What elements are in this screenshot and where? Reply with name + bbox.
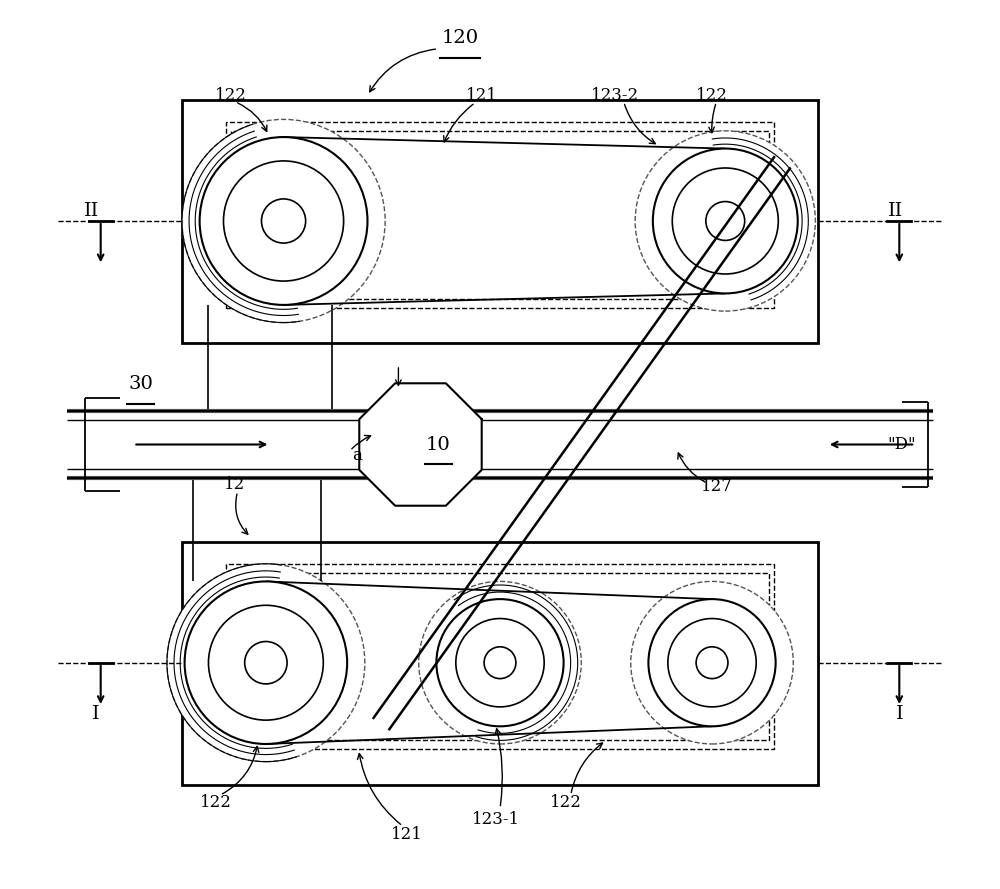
Circle shape: [185, 581, 347, 744]
Text: "D": "D": [888, 436, 916, 453]
Circle shape: [706, 202, 745, 240]
Circle shape: [419, 581, 581, 744]
Bar: [182, 100, 818, 343]
Text: 122: 122: [200, 794, 231, 811]
Bar: [226, 564, 774, 749]
Circle shape: [484, 647, 516, 678]
Circle shape: [223, 161, 344, 281]
Circle shape: [182, 119, 385, 323]
Circle shape: [696, 647, 728, 678]
Text: 123-1: 123-1: [472, 812, 520, 829]
Text: 120: 120: [442, 29, 479, 47]
Text: II: II: [84, 203, 99, 220]
Text: 10: 10: [426, 436, 451, 453]
Circle shape: [668, 619, 756, 707]
Bar: [231, 573, 769, 741]
Circle shape: [245, 642, 287, 684]
Circle shape: [167, 564, 365, 762]
Circle shape: [261, 199, 306, 243]
Circle shape: [436, 599, 564, 726]
Circle shape: [635, 131, 815, 311]
Text: 30: 30: [128, 375, 153, 394]
Bar: [182, 541, 818, 785]
Bar: [226, 122, 774, 308]
Circle shape: [208, 605, 323, 720]
Circle shape: [653, 148, 798, 293]
Text: 121: 121: [466, 87, 498, 104]
Bar: [231, 131, 769, 299]
Text: a: a: [352, 446, 362, 463]
Circle shape: [456, 619, 544, 707]
Text: II: II: [888, 203, 903, 220]
Text: 122: 122: [550, 794, 582, 811]
Text: 127: 127: [701, 478, 732, 495]
Text: 122: 122: [696, 87, 728, 104]
Circle shape: [200, 137, 367, 305]
Circle shape: [648, 599, 776, 726]
Text: 121: 121: [391, 827, 423, 844]
Circle shape: [631, 581, 793, 744]
Circle shape: [672, 168, 778, 274]
Text: 12: 12: [224, 476, 246, 493]
Text: I: I: [92, 705, 99, 723]
Text: 123-2: 123-2: [591, 87, 639, 104]
Text: 122: 122: [215, 87, 246, 104]
Text: I: I: [896, 705, 903, 723]
Polygon shape: [359, 383, 482, 506]
